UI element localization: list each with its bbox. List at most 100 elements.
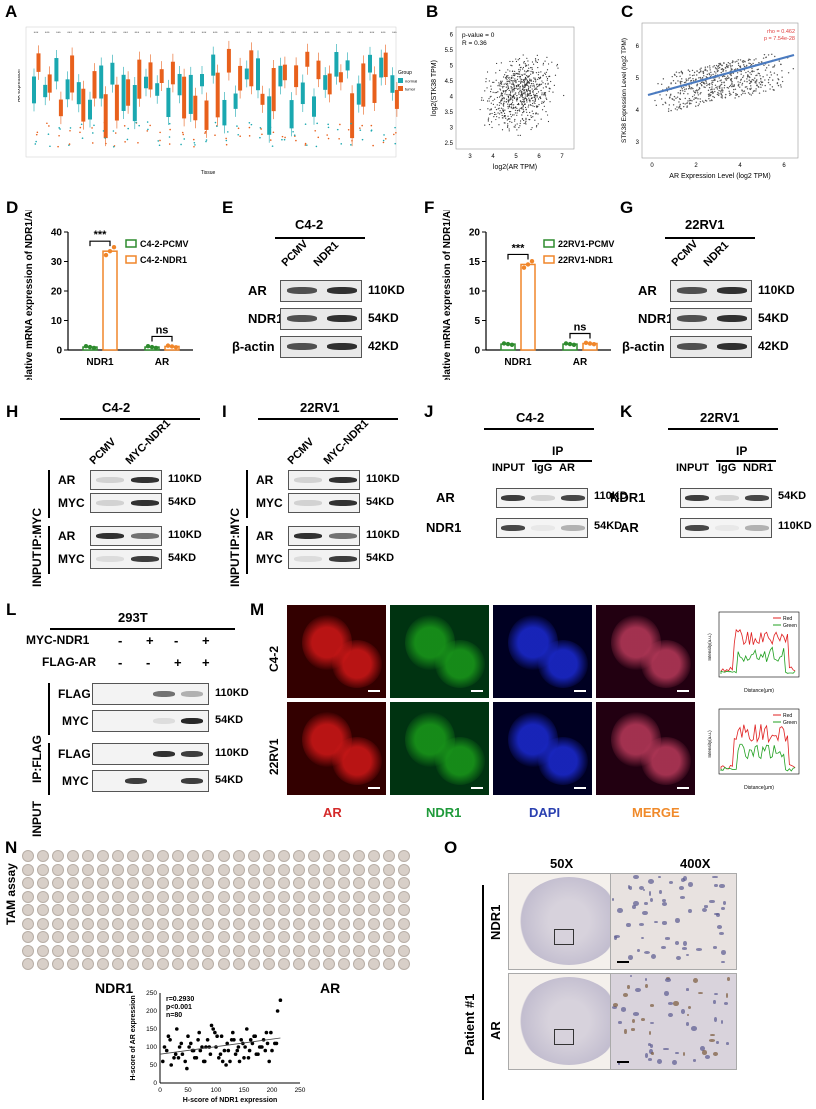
point [538,71,540,73]
tma-core [383,917,395,930]
point [507,103,509,105]
point [544,73,547,75]
point [522,66,525,69]
tma-core [187,890,199,903]
point [522,54,524,56]
point [533,96,535,98]
sig-mark: *** [101,30,106,35]
r-value: R = 0.36 [462,40,487,47]
tma-core [398,850,410,862]
point [514,118,516,121]
y-tick: 6 [450,33,454,39]
point [718,67,721,69]
point [692,78,694,80]
point [540,118,542,120]
point [673,99,675,101]
outlier [340,143,343,145]
tma-core [82,931,94,943]
row-label: AR [248,283,267,298]
point [509,82,511,84]
point [721,91,724,93]
point [537,98,540,100]
band [745,495,769,501]
outlier [47,133,50,135]
point [725,77,728,79]
tma-core [218,958,230,970]
outlier [359,127,361,129]
point [747,74,749,76]
point [535,61,537,63]
outlier [102,130,105,132]
band [677,287,707,294]
point [705,100,708,102]
point [517,84,519,86]
tma-core [278,917,290,930]
point [750,63,753,66]
point [522,107,524,109]
point [762,57,765,59]
point [710,74,712,76]
point [721,95,724,97]
tma-core [172,958,184,970]
point [501,85,503,88]
point [737,62,740,65]
row-label: MYC [62,714,89,728]
outlier [361,124,363,127]
point [511,70,514,72]
point [514,120,516,122]
tma-core [263,877,275,889]
point [697,104,699,107]
cell-nucleus [627,984,630,990]
point [787,72,790,74]
point [514,92,516,94]
point [764,69,767,71]
point [715,86,717,89]
cell-nucleus [700,1046,705,1052]
point [689,77,691,79]
data-point [509,342,515,348]
point [528,70,530,72]
point [481,97,483,99]
tma-core [398,904,410,916]
tma-core [233,877,245,889]
point [499,83,501,85]
outlier [205,139,208,141]
tma-core [37,890,49,903]
point [708,95,710,98]
point [709,100,711,102]
point [515,80,517,82]
blot-strip [280,280,362,302]
mw-label: 54KD [778,490,807,502]
outlier [259,126,262,129]
point [543,93,545,95]
band [131,477,159,483]
tma-core [263,890,275,903]
point [542,64,544,66]
outlier [81,137,84,139]
point [541,92,543,94]
point [509,79,511,81]
outlier [370,129,373,132]
point [679,82,682,84]
tma-core [248,931,260,943]
cell-nucleus [611,898,615,902]
point [523,60,525,63]
point [721,75,724,78]
point [537,123,539,125]
tma-core [187,917,199,930]
microscopy-image [390,605,489,698]
sig-mark: *** [45,30,50,35]
point [715,67,717,70]
point [720,83,723,86]
point [507,69,509,71]
point [689,100,691,102]
tma-core [323,890,335,903]
point [700,67,702,69]
point [517,102,520,105]
cell-nucleus [726,977,731,982]
point [529,104,532,106]
point [684,97,686,100]
point [532,90,534,92]
point [757,72,759,74]
point [522,108,524,111]
